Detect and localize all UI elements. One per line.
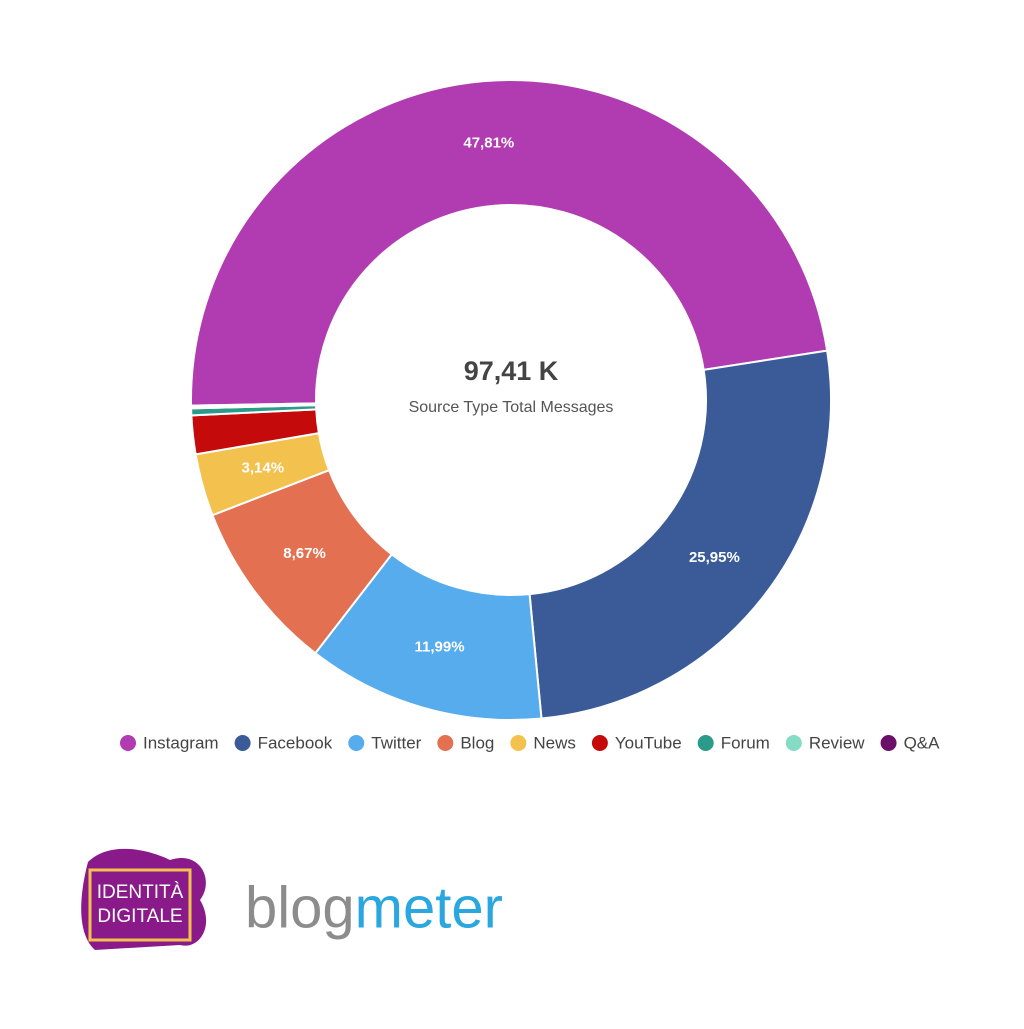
legend-marker <box>234 735 251 751</box>
legend-label: Q&A <box>904 733 941 752</box>
legend-label: Forum <box>721 733 770 752</box>
legend-label: Review <box>809 733 865 752</box>
value-label: 11,99% <box>414 638 464 655</box>
slice <box>190 402 318 408</box>
legend-marker <box>510 735 527 751</box>
legend-marker <box>880 735 897 751</box>
legend-label: YouTube <box>615 733 682 752</box>
slice <box>528 349 832 720</box>
donut: 47,81% 25,95% 11,99% 8,67% 3,14% <box>190 79 832 721</box>
legend-label: Facebook <box>258 733 333 752</box>
center-value: 97,41 K <box>464 356 559 386</box>
logo-frame <box>88 868 192 942</box>
legend-marker <box>591 735 608 751</box>
legend-marker <box>437 735 454 751</box>
legend-label: Instagram <box>143 733 219 752</box>
legend-marker <box>120 735 136 751</box>
value-label: 47,81% <box>463 134 514 151</box>
legend: Instagram Facebook Twitter Blog News YouTube F… <box>120 733 940 752</box>
center-label: Source Type Total Messages <box>409 399 614 416</box>
logo-text: DIGITALE <box>97 906 182 927</box>
value-label: 8,67% <box>283 545 326 562</box>
legend-label: Blog <box>460 733 494 752</box>
legend-marker <box>348 735 365 751</box>
value-label: 3,14% <box>242 460 285 477</box>
logo-splash <box>81 848 207 950</box>
logo-blogmeter: blogmeter <box>245 875 503 940</box>
value-label: 25,95% <box>689 549 740 566</box>
legend-marker <box>697 735 714 751</box>
legend-label: News <box>533 733 576 752</box>
legend-marker <box>785 735 802 751</box>
logo-text: IDENTITÀ <box>97 882 184 903</box>
logo-identita: IDENTITÀ DIGITALE <box>81 848 207 950</box>
legend-label: Twitter <box>371 733 421 752</box>
slice <box>190 79 829 407</box>
